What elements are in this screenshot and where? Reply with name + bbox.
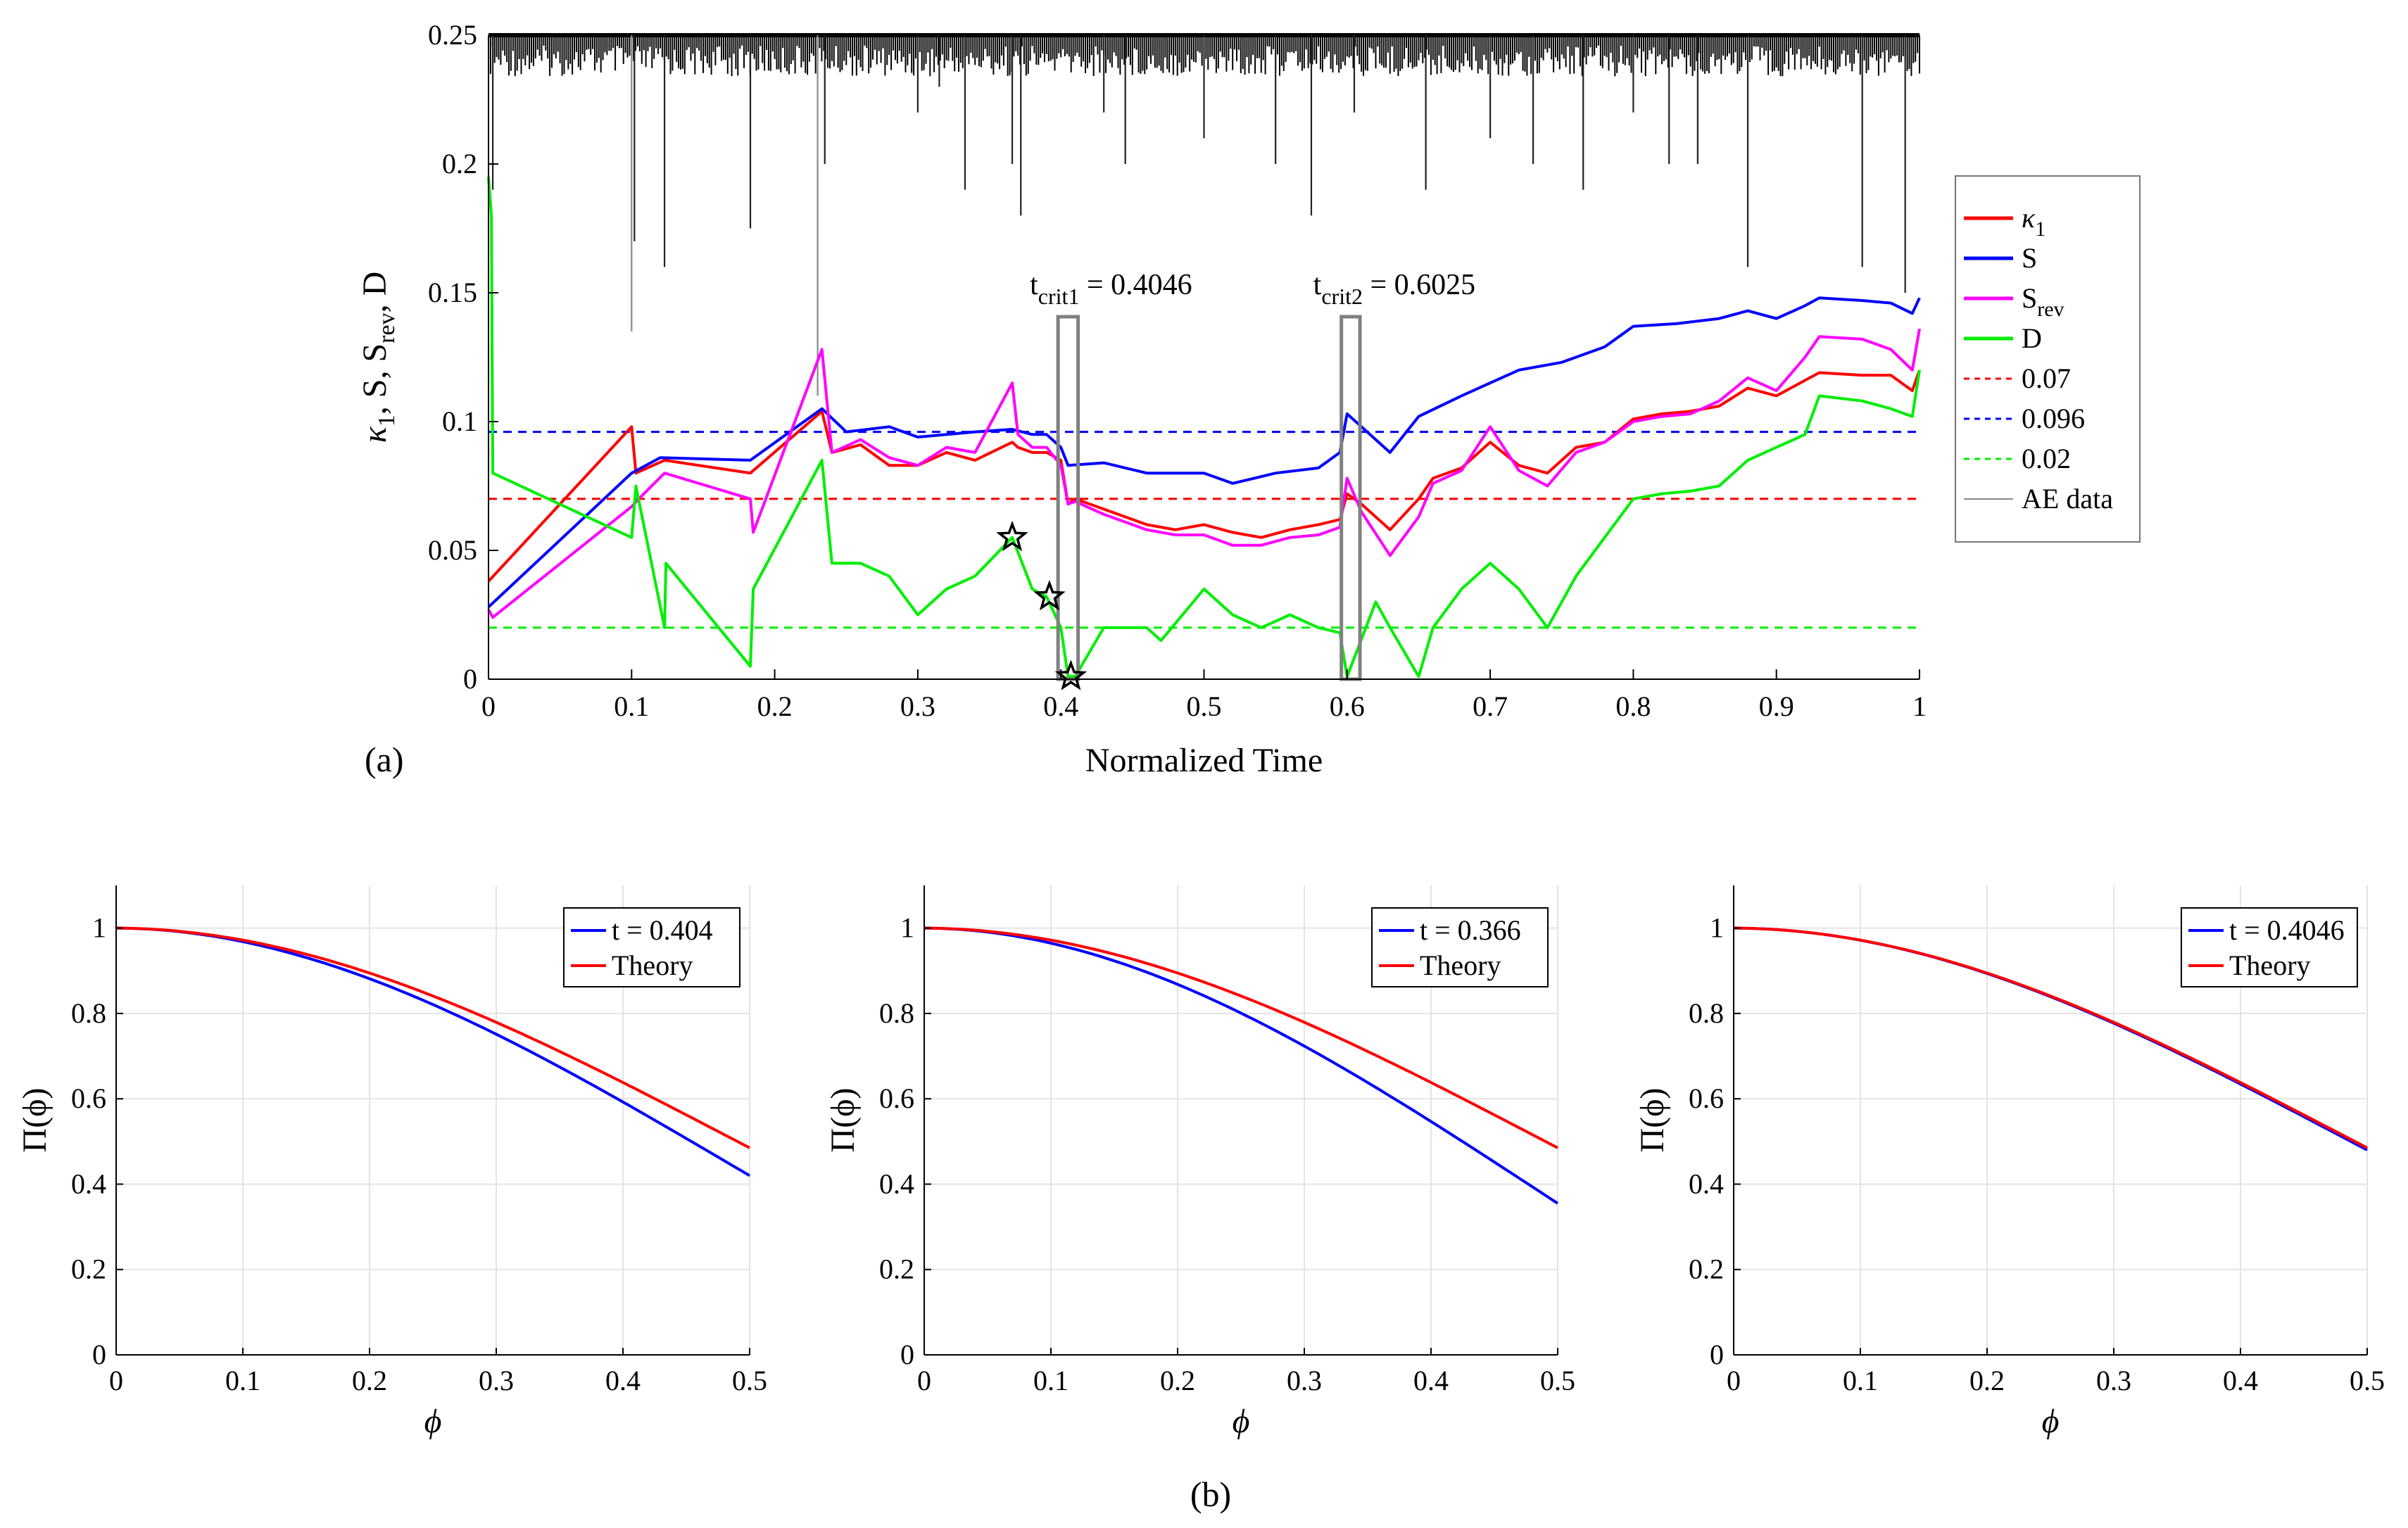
y-tick-label: 0.25 [428, 19, 477, 51]
x-axis-label: ϕ [424, 1403, 442, 1440]
y-tick-label: 0 [900, 1339, 914, 1370]
series-line [924, 926, 1559, 1205]
x-tick-label: 0.5 [1187, 690, 1222, 722]
y-tick-label: 0.2 [1689, 1254, 1724, 1285]
critical-time-label: tcrit1 = 0.4046 [1030, 269, 1192, 309]
x-tick-label: 0.6 [1330, 690, 1365, 722]
legend-box [1955, 175, 2141, 543]
legend-label: 0.02 [2022, 443, 2071, 474]
x-tick-label: 0.5 [2350, 1365, 2385, 1396]
x-axis-label: ϕ [2042, 1403, 2060, 1440]
legend-box [563, 907, 740, 987]
x-tick-label: 0.4 [2223, 1365, 2258, 1396]
y-tick-label: 0.8 [1689, 997, 1724, 1029]
y-tick-label: 0.2 [879, 1254, 914, 1285]
x-tick-label: 1 [1912, 690, 1927, 722]
y-tick-label: 0.2 [442, 148, 477, 179]
x-tick-label: 0 [481, 690, 496, 722]
x-tick-label: 0.2 [1160, 1365, 1195, 1396]
y-tick-label: 0.6 [1689, 1082, 1724, 1114]
y-tick-label: 0.05 [428, 534, 477, 566]
x-tick-label: 0.3 [900, 690, 935, 722]
panel-label-a: (a) [365, 740, 404, 779]
x-tick-label: 0.3 [479, 1365, 514, 1396]
series-line [115, 926, 750, 1149]
y-tick-label: 0.8 [71, 997, 106, 1029]
x-tick-label: 0.8 [1615, 690, 1651, 722]
x-tick-label: 0.1 [225, 1365, 260, 1396]
series-line [924, 926, 1558, 1149]
x-axis-label: ϕ [1233, 1403, 1250, 1440]
x-tick-label: 0.5 [1540, 1365, 1575, 1396]
y-axis-label: Π(ϕ) [16, 1088, 53, 1153]
x-tick-label: 0.2 [352, 1365, 387, 1396]
legend-label: t = 0.404 [612, 914, 713, 946]
series-line [487, 177, 1921, 678]
y-tick-label: 0.2 [71, 1254, 106, 1285]
y-tick-label: 0.4 [1689, 1168, 1724, 1199]
x-axis-label: Normalized Time [1085, 742, 1323, 779]
legend-label: 0.096 [2022, 403, 2085, 434]
chart-a: tcrit1 = 0.4046 tcrit2 = 0.6025 0 0.1 0.2 0.3… [356, 19, 2141, 779]
y-axis-label: Π(ϕ) [824, 1088, 862, 1153]
legend-label: 0.07 [2022, 362, 2071, 394]
chart-b3: 0 0.1 0.2 0.3 0.4 0.5 0 0.2 0.4 0.6 0.8 1 ϕ Π(ϕ) t = 0… [1634, 885, 2385, 1440]
x-tick-label: 0.3 [1287, 1365, 1322, 1396]
legend-label: AE data [2022, 483, 2113, 514]
legend-label: κ1 [2022, 202, 2045, 241]
x-tick-label: 0 [917, 1365, 931, 1396]
x-tick-label: 0.2 [757, 690, 793, 722]
x-tick-label: 0.4 [1043, 690, 1078, 722]
x-tick-label: 0.3 [2096, 1365, 2131, 1396]
x-tick-label: 0 [109, 1365, 123, 1396]
y-tick-label: 0 [463, 663, 477, 695]
y-tick-label: 1 [1710, 912, 1724, 944]
legend-label: S [2022, 242, 2037, 274]
x-tick-label: 0.7 [1473, 690, 1508, 722]
series-line [487, 370, 1921, 583]
legend-label: t = 0.366 [1420, 914, 1521, 946]
y-tick-label: 0.1 [442, 405, 477, 437]
y-tick-label: 0 [1710, 1339, 1724, 1370]
legend-label: Theory [2229, 949, 2311, 981]
x-tick-label: 0.1 [1843, 1365, 1878, 1396]
legend-label: Theory [612, 949, 693, 981]
y-tick-label: 0.15 [428, 277, 477, 308]
y-tick-label: 0.6 [71, 1082, 106, 1114]
legend-label: D [2022, 322, 2042, 354]
y-axis-label: κ1, S, Srev, D [356, 272, 400, 443]
panel-label-b: (b) [1190, 1475, 1231, 1514]
x-tick-label: 0 [1727, 1365, 1741, 1396]
plot-area [488, 35, 1920, 679]
chart-b2: 0 0.1 0.2 0.3 0.4 0.5 0 0.2 0.4 0.6 0.8 1 ϕ Π(ϕ) t = 0… [824, 885, 1575, 1440]
series-line [487, 328, 1921, 619]
star-marker [1033, 579, 1066, 611]
x-tick-label: 0.4 [605, 1365, 641, 1396]
y-tick-label: 0.8 [879, 997, 914, 1029]
y-tick-label: 1 [92, 912, 106, 944]
y-tick-label: 1 [900, 912, 914, 944]
x-tick-label: 0.1 [1033, 1365, 1069, 1396]
legend-label: Theory [1420, 949, 1501, 981]
chart-b1: 0 0.1 0.2 0.3 0.4 0.5 0 0.2 0.4 0.6 0.8 1 ϕ Π(ϕ) t = 0… [16, 885, 767, 1440]
x-tick-label: 0.9 [1759, 690, 1794, 722]
legend-label: Srev [2022, 282, 2065, 321]
legend-label: t = 0.4046 [2229, 914, 2345, 946]
y-axis-label: Π(ϕ) [1634, 1088, 1671, 1153]
y-tick-label: 0.4 [879, 1168, 914, 1199]
critical-time-label: tcrit2 = 0.6025 [1313, 269, 1476, 309]
x-tick-label: 0.1 [614, 690, 649, 722]
x-tick-label: 0.5 [732, 1365, 767, 1396]
y-tick-label: 0.6 [879, 1082, 914, 1114]
y-tick-label: 0.4 [71, 1168, 106, 1199]
series-line [1733, 926, 2368, 1149]
x-tick-label: 0.2 [1969, 1365, 2005, 1396]
legend-box [1371, 907, 1549, 987]
y-tick-label: 0 [92, 1339, 106, 1370]
x-tick-label: 0.4 [1413, 1365, 1449, 1396]
star-marker [996, 520, 1028, 552]
legend-box [2181, 907, 2358, 987]
